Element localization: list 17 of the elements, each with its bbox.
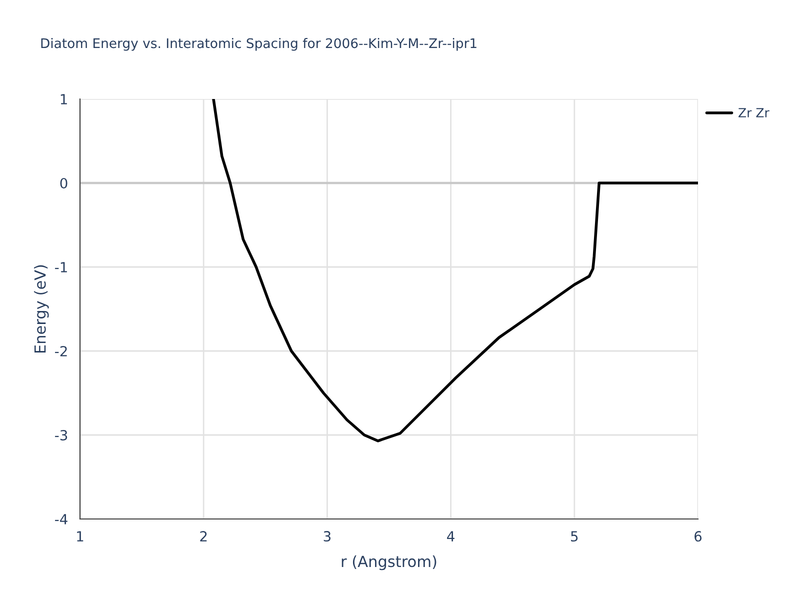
x-tick-label: 2 (200, 531, 207, 542)
y-tick-label: -1 (55, 262, 67, 272)
y-tick-label: -2 (55, 346, 67, 356)
legend-label: Zr Zr (738, 108, 770, 118)
x-tick-label: 4 (447, 531, 454, 542)
chart-title: Diatom Energy vs. Interatomic Spacing for 2006--Kim-Y-M--Zr--ipr1 (41, 38, 476, 51)
y-tick-label: -4 (55, 514, 68, 524)
line-series (212, 99, 698, 442)
y-axis-title: Energy (eV) (34, 265, 49, 353)
x-tick-label: 6 (694, 531, 702, 542)
x-axis-title: r (Angstrom) (342, 555, 436, 570)
x-tick-label: 5 (571, 531, 578, 542)
y-tick-label: -3 (55, 430, 68, 440)
y-tick-label: 0 (60, 178, 68, 188)
y-tick-label: 1 (60, 94, 67, 104)
x-tick-label: 1 (77, 531, 84, 542)
x-tick-label: 3 (324, 531, 331, 542)
